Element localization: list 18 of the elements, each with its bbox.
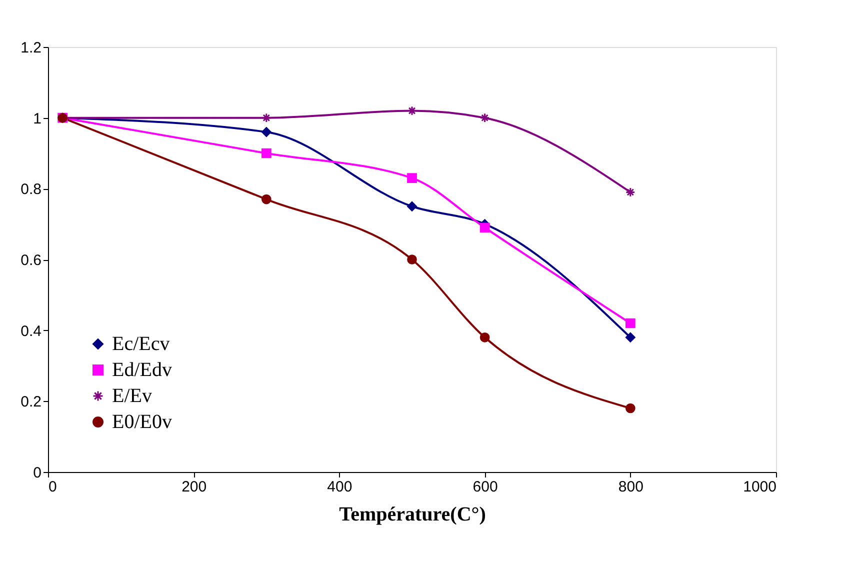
legend-label: Ec/Ecv	[112, 333, 170, 355]
legend-label: E0/E0v	[112, 411, 172, 433]
y-tick-label: 0.8	[20, 181, 42, 198]
y-tick-label: 1	[33, 110, 42, 128]
legend-label: E/Ev	[112, 385, 152, 407]
y-tick-label: 0.6	[20, 252, 42, 269]
x-tick-label: 0	[48, 478, 57, 496]
y-tick-label: 1.2	[20, 40, 42, 56]
x-axis-title: Température(C°)	[339, 504, 486, 526]
x-tick-label: 200	[182, 478, 207, 496]
y-tick-label: 0	[33, 464, 42, 482]
x-tick-label: 800	[618, 478, 644, 496]
y-tick-label: 0.2	[20, 394, 42, 411]
x-tick-label: 400	[327, 478, 352, 496]
y-tick-label: 0.4	[20, 322, 42, 340]
legend-label: Ed/Edv	[112, 359, 172, 381]
x-tick-label: 1000	[743, 478, 776, 496]
x-tick-label: 600	[472, 478, 498, 496]
